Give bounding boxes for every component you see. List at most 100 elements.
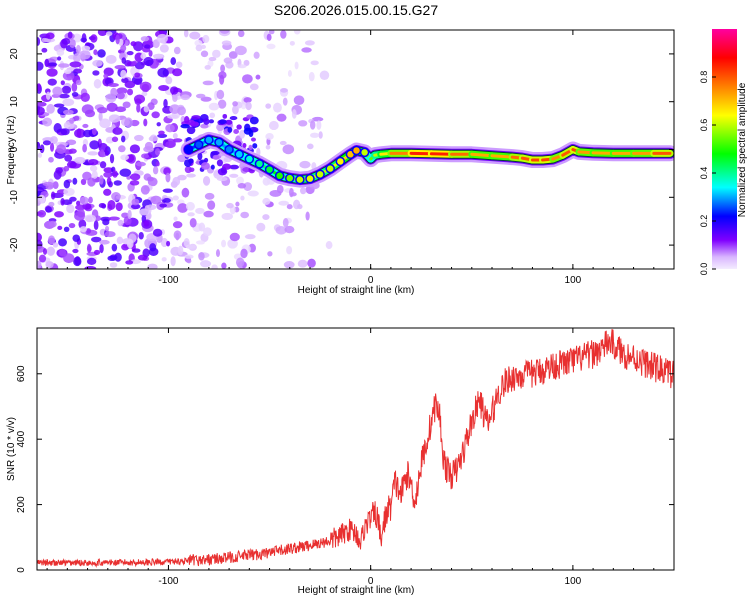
colorbar-tick-label: 0.6 — [699, 119, 709, 132]
y-tick-label: 10 — [9, 96, 20, 108]
noise-blob — [72, 177, 78, 185]
noise-blob — [146, 176, 154, 182]
noise-blob — [167, 114, 179, 119]
ridge-point — [285, 173, 295, 183]
noise-blob — [239, 129, 246, 139]
noise-blob — [242, 143, 247, 148]
noise-blob — [275, 225, 287, 235]
noise-blob — [151, 111, 160, 119]
colorbar-tick-label: 0.2 — [699, 215, 709, 228]
noise-blob — [140, 53, 147, 60]
noise-blob — [282, 217, 289, 228]
noise-blob — [210, 164, 215, 170]
ridge-point — [359, 147, 370, 158]
noise-blob — [42, 181, 55, 187]
noise-blob — [247, 190, 259, 197]
noise-blob — [195, 207, 205, 215]
noise-blob — [177, 154, 187, 163]
noise-blob — [37, 260, 42, 269]
noise-blob — [37, 101, 47, 107]
y-tick-label: 20 — [9, 48, 20, 60]
noise-blob — [93, 78, 102, 89]
noise-blob — [286, 245, 293, 255]
noise-blob — [220, 30, 230, 34]
noise-blob — [129, 180, 140, 186]
noise-blob — [130, 41, 137, 47]
noise-blob — [226, 202, 234, 209]
noise-blob — [71, 82, 78, 93]
noise-blob — [84, 266, 97, 269]
noise-blob — [195, 93, 206, 99]
noise-blob — [69, 117, 75, 124]
noise-blob — [97, 106, 108, 114]
noise-blob — [200, 162, 210, 170]
noise-blob — [268, 30, 275, 35]
noise-blob — [299, 160, 311, 169]
noise-blob — [60, 80, 65, 86]
noise-blob — [99, 175, 104, 185]
noise-blob — [276, 184, 284, 194]
noise-blob — [63, 226, 70, 232]
noise-blob — [200, 50, 209, 58]
noise-blob — [131, 248, 141, 253]
noise-blob — [84, 109, 96, 118]
noise-blob — [37, 232, 42, 242]
noise-blob — [219, 74, 225, 85]
noise-blob — [200, 123, 209, 129]
noise-blob — [147, 263, 158, 269]
noise-blob — [39, 144, 45, 154]
noise-blob — [148, 50, 153, 57]
noise-blob — [316, 120, 322, 130]
noise-blob — [154, 148, 161, 156]
noise-blob — [110, 87, 118, 97]
noise-blob — [37, 200, 41, 207]
noise-blob — [294, 61, 299, 70]
noise-blob — [304, 40, 315, 46]
noise-blob — [184, 254, 194, 259]
noise-blob — [93, 220, 99, 231]
noise-blob — [272, 102, 282, 113]
noise-blob — [46, 68, 58, 77]
noise-blob — [75, 44, 81, 55]
noise-blob — [152, 166, 159, 175]
noise-blob — [103, 73, 109, 79]
noise-blob — [162, 188, 173, 193]
noise-blob — [75, 79, 82, 86]
noise-blob — [104, 231, 116, 238]
noise-blob — [225, 119, 233, 125]
noise-blob — [133, 78, 142, 86]
noise-blob — [133, 94, 146, 104]
snr-panel: -100 0 100 0 200 400 600 Height of straight l… — [6, 327, 675, 596]
colorbar-label: Normalized spectral amplitude — [737, 82, 748, 217]
noise-blob — [301, 47, 312, 53]
ridge-point — [214, 137, 224, 148]
noise-blob — [278, 200, 289, 206]
noise-blob — [75, 204, 86, 211]
noise-blob — [170, 86, 179, 95]
noise-blob — [79, 50, 91, 60]
noise-blob — [134, 72, 141, 78]
ridge-point — [244, 154, 255, 164]
noise-blob — [74, 256, 81, 266]
noise-blob — [130, 203, 141, 210]
noise-blob — [172, 133, 178, 139]
noise-blob — [207, 200, 216, 210]
noise-blob — [92, 70, 100, 76]
noise-blob — [92, 59, 103, 67]
noise-blob — [105, 31, 113, 37]
noise-blob — [204, 65, 211, 70]
figure-title: S206.2026.015.00.15.G27 — [274, 2, 438, 18]
noise-blob — [308, 71, 315, 82]
ridge-point — [335, 156, 346, 167]
noise-blob — [232, 101, 238, 107]
noise-blob — [248, 129, 254, 138]
noise-blob — [67, 31, 73, 39]
ridge-point — [274, 171, 285, 181]
colorbar-tick-label: 0.8 — [699, 71, 709, 84]
noise-blob — [89, 165, 98, 172]
noise-blob — [99, 243, 104, 254]
x-tick-label: -100 — [158, 576, 178, 587]
noise-blob — [240, 211, 250, 219]
noise-blob — [90, 34, 98, 43]
